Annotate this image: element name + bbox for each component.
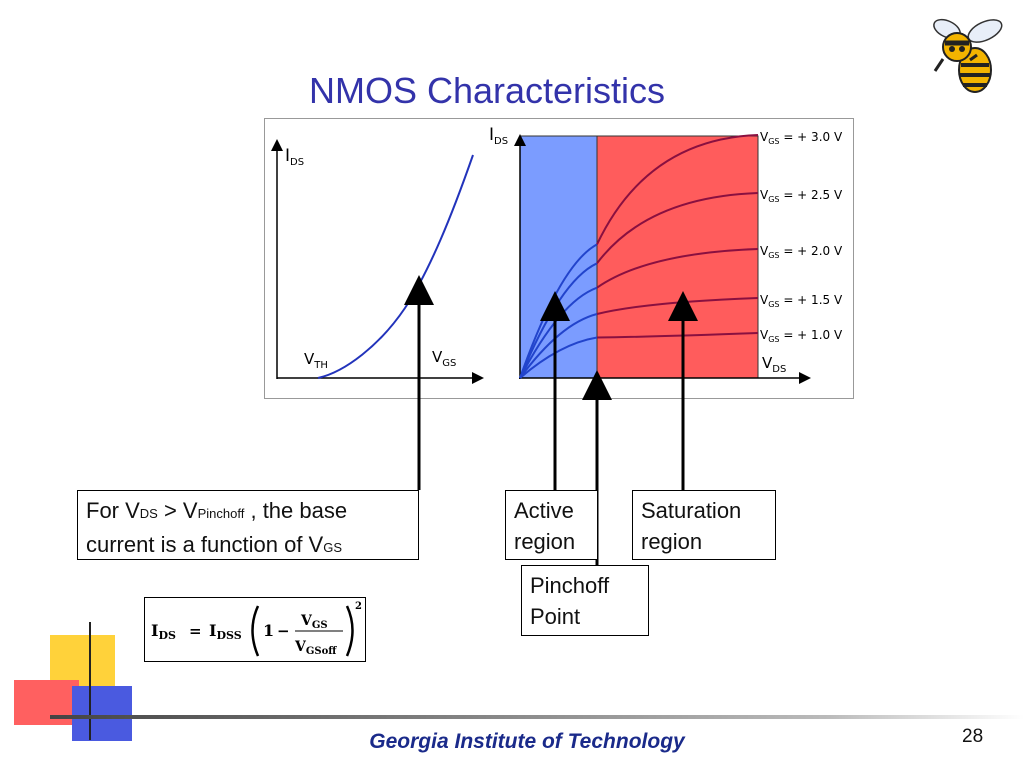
- formula-idss: IDSS: [209, 621, 242, 642]
- ids-formula: IDS = IDSS 1 − VGS VGSoff 2: [144, 597, 366, 662]
- active-region-fill: [519, 135, 598, 379]
- curve-saturation-segment: [596, 192, 759, 264]
- pinchoff-callout: Pinchoff Point: [521, 565, 649, 636]
- page-number: 28: [962, 726, 984, 747]
- footer: Georgia Institute of Technology: [0, 730, 1024, 754]
- curve-saturation-segment: [596, 297, 759, 315]
- footer-text: Georgia Institute of Technology: [369, 730, 685, 753]
- base-current-line1: For VDS > VPinchoff , the base: [86, 498, 348, 523]
- curve-saturation-segment: [596, 332, 759, 339]
- slide-title: NMOS Characteristics: [308, 70, 666, 111]
- right-ids-label: IDS: [489, 125, 508, 147]
- formula-minus: −: [277, 622, 290, 640]
- saturation-line2: region: [641, 529, 703, 554]
- output-curves: [519, 134, 759, 379]
- base-current-line2: current is a function of VGS: [86, 532, 343, 557]
- active-line1: Active: [514, 498, 574, 523]
- formula-equals: =: [189, 622, 202, 640]
- vgs-curve-label: VGS = + 3.0 V: [760, 130, 843, 146]
- formula-exponent: 2: [355, 601, 362, 612]
- yellow-jacket-mascot-icon: [933, 18, 1003, 93]
- curve-saturation-segment: [596, 248, 759, 289]
- vgs-curve-label: VGS = + 2.5 V: [760, 188, 843, 204]
- left-ids-label: IDS: [285, 146, 304, 168]
- vgs-curve-label: VGS = + 1.0 V: [760, 328, 843, 344]
- saturation-region-callout: Saturation region: [632, 490, 776, 560]
- pinchoff-line2: Point: [530, 604, 581, 629]
- blue-square: [72, 686, 132, 741]
- left-vgs-label: VGS: [432, 348, 456, 369]
- curve-saturation-segment: [596, 134, 759, 245]
- curve-active-segment: [519, 313, 598, 379]
- vth-label: VTH: [304, 350, 328, 371]
- saturation-line1: Saturation: [641, 498, 742, 523]
- footer-rule: [50, 715, 1024, 719]
- vgs-curve-label: VGS = + 1.5 V: [760, 293, 843, 309]
- vgs-curve-labels: VGS = + 3.0 V VGS = + 2.5 V VGS = + 2.0 V V…: [760, 130, 843, 344]
- formula-svg: IDS = IDSS 1 − VGS VGSoff 2: [151, 601, 362, 657]
- pinchoff-line1: Pinchoff: [530, 573, 610, 598]
- active-line2: region: [514, 529, 576, 554]
- formula-one: 1: [263, 621, 274, 640]
- vgs-curve-label: VGS = + 2.0 V: [760, 244, 843, 260]
- formula-lhs: IDS: [151, 621, 176, 642]
- transfer-curve: [317, 154, 474, 379]
- curve-active-segment: [519, 243, 598, 379]
- curve-active-segment: [519, 336, 598, 379]
- corner-decoration: [14, 622, 132, 741]
- formula-denominator: VGSoff: [294, 639, 337, 657]
- transfer-plot: IDS VTH VGS: [271, 139, 484, 384]
- active-region-callout: Active region: [505, 490, 598, 560]
- formula-numerator: VGS: [300, 613, 328, 631]
- vds-label: VDS: [762, 354, 786, 375]
- base-current-callout: For VDS > VPinchoff , the base current i…: [77, 490, 419, 560]
